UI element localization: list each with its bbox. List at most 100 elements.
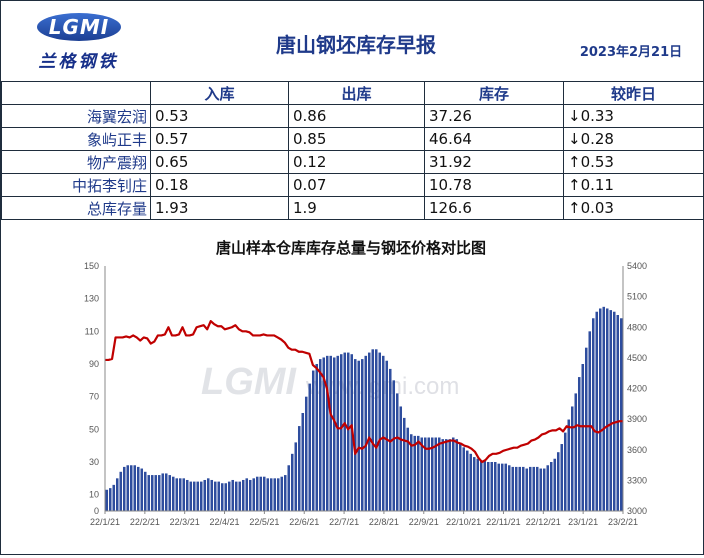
inventory-bar [343, 352, 347, 511]
inventory-bar [140, 468, 144, 511]
inventory-bar [336, 355, 340, 511]
inventory-bar [325, 355, 329, 511]
inventory-bar [318, 359, 322, 511]
inventory-bar [192, 481, 196, 511]
inventory-bar [612, 311, 616, 511]
inventory-bar [521, 466, 525, 511]
inventory-bar [434, 437, 438, 511]
row-name: 海翼宏润 [1, 104, 151, 128]
inventory-bar [560, 444, 564, 511]
inventory-bar [448, 439, 452, 511]
inventory-bar [143, 471, 147, 511]
inventory-price-chart: LGMIwww.lgmi.com010305070901101301503000… [84, 261, 647, 527]
table-row: 物产震翔 0.65 0.12 31.92 ↑0.53 [1, 150, 704, 174]
inventory-bar [395, 393, 399, 511]
inventory-bar [241, 479, 245, 511]
inventory-bar [553, 458, 557, 511]
inventory-bar [329, 355, 333, 511]
x-tick-label: 23/1/21 [568, 517, 598, 527]
row-change: ↑0.03 [563, 196, 704, 220]
inventory-bar [528, 466, 532, 511]
row-in: 0.18 [150, 173, 289, 197]
row-in: 0.53 [150, 104, 289, 128]
inventory-bar [514, 466, 518, 511]
inventory-bar [416, 435, 420, 511]
inventory-bar [388, 368, 392, 511]
y-tick-label: 0 [94, 506, 99, 516]
inventory-bar [339, 354, 343, 511]
table-header-change: 较昨日 [563, 81, 704, 105]
y-tick-label: 130 [84, 294, 99, 304]
x-tick-label: 22/8/21 [369, 517, 399, 527]
inventory-bar [273, 478, 277, 511]
inventory-bar [476, 458, 480, 511]
inventory-bar [189, 481, 193, 511]
x-tick-label: 22/12/21 [526, 517, 561, 527]
inventory-bar [430, 437, 434, 511]
inventory-bar [119, 471, 123, 511]
y2-tick-label: 3600 [627, 445, 647, 455]
inventory-bar [175, 478, 179, 511]
table-header-in: 入库 [150, 81, 289, 105]
x-tick-label: 22/3/21 [170, 517, 200, 527]
inventory-bar [493, 462, 497, 511]
inventory-bar [444, 439, 448, 511]
x-tick-label: 22/1/21 [90, 517, 120, 527]
inventory-bar [252, 478, 256, 511]
row-change: ↓0.28 [563, 127, 704, 151]
inventory-bar [290, 453, 294, 511]
inventory-bar [353, 359, 357, 511]
inventory-bar [171, 476, 175, 511]
inventory-bar [115, 478, 119, 511]
inventory-bar [598, 308, 602, 511]
inventory-bar [472, 457, 476, 511]
inventory-bar [539, 468, 543, 511]
x-tick-label: 22/10/21 [446, 517, 481, 527]
inventory-bar [486, 462, 490, 511]
billet-price-line [105, 320, 623, 464]
row-change: ↓0.33 [563, 104, 704, 128]
y2-tick-label: 3000 [627, 506, 647, 516]
inventory-bar [227, 481, 231, 511]
x-tick-label: 22/11/21 [486, 517, 520, 527]
table-header-stock: 库存 [424, 81, 564, 105]
y2-tick-label: 4200 [627, 384, 647, 394]
row-in: 0.65 [150, 150, 289, 174]
logo-chinese-name: 兰格钢铁 [38, 52, 119, 72]
inventory-bar [266, 478, 270, 511]
inventory-bar [220, 483, 224, 511]
x-tick-label: 22/6/21 [289, 517, 319, 527]
inventory-bar [507, 465, 511, 511]
inventory-bar [542, 468, 546, 511]
inventory-bar [311, 370, 315, 511]
inventory-bar [259, 476, 263, 511]
inventory-bar [280, 476, 284, 511]
inventory-bar [609, 310, 613, 511]
inventory-bar [427, 437, 431, 511]
inventory-bar [304, 396, 308, 511]
inventory-bar [108, 488, 112, 511]
inventory-bar [129, 465, 133, 511]
inventory-bar [378, 352, 382, 511]
row-stock: 126.6 [424, 196, 564, 220]
inventory-bar [346, 352, 350, 511]
inventory-bar [595, 311, 599, 511]
row-out: 1.9 [288, 196, 425, 220]
inventory-bar [500, 463, 504, 511]
inventory-bar [238, 481, 242, 511]
inventory-bar [276, 478, 280, 511]
x-tick-label: 22/7/21 [329, 517, 359, 527]
inventory-bar [255, 476, 259, 511]
inventory-bar [497, 463, 501, 511]
y-tick-label: 150 [84, 261, 99, 271]
report-title: 唐山钢坯库存早报 [276, 33, 436, 57]
table-header-row: 入库 出库 库存 较昨日 [1, 81, 704, 105]
inventory-bar [234, 481, 238, 511]
inventory-bar [441, 439, 445, 511]
inventory-bar [374, 349, 378, 511]
table-row: 海翼宏润 0.53 0.86 37.26 ↓0.33 [1, 104, 704, 128]
inventory-bar [178, 478, 182, 511]
inventory-bar [150, 475, 154, 511]
inventory-bar [409, 434, 413, 511]
inventory-bar [161, 473, 165, 511]
